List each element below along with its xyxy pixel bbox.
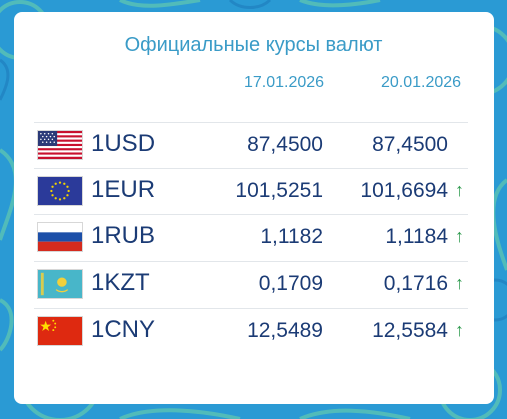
rate-row-rub: 1RUB 1,1182 1,1184 ↑ — [0, 214, 507, 260]
page-title: Официальные курсы валют — [124, 34, 383, 56]
rate-row-usd: 1USD 87,4500 87,4500 — [0, 122, 507, 168]
rate-value-date2: 1,1184 — [385, 225, 448, 248]
russia-flag-icon — [37, 222, 83, 252]
trend-up-arrow-icon: ↑ — [455, 226, 464, 246]
trend-up-arrow-icon: ↑ — [455, 273, 464, 293]
rate-row-kzt: 1KZT 0,1709 0,1716 ↑ — [0, 261, 507, 307]
rate-value-date2: 12,5584 — [372, 319, 448, 342]
kazakhstan-flag-icon — [37, 269, 83, 299]
eu-flag-icon — [37, 176, 83, 206]
rate-value-date1: 87,4500 — [247, 133, 323, 156]
date-column-2-header: 20.01.2026 — [381, 74, 462, 91]
divider — [34, 308, 468, 309]
currency-code: 1CNY — [91, 316, 156, 343]
rate-value-date1: 12,5489 — [247, 319, 323, 342]
currency-code: 1EUR — [91, 176, 156, 203]
date-column-1-header: 17.01.2026 — [244, 74, 325, 91]
divider — [34, 168, 468, 169]
divider — [34, 261, 468, 262]
rate-value-date2: 0,1716 — [383, 272, 448, 295]
china-flag-icon — [37, 316, 83, 346]
currency-code: 1RUB — [91, 222, 156, 249]
trend-up-arrow-icon: ↑ — [455, 320, 464, 340]
rate-value-date1: 101,5251 — [235, 179, 323, 202]
divider — [34, 214, 468, 215]
trend-up-arrow-icon: ↑ — [455, 180, 464, 200]
rate-value-date1: 1,1182 — [260, 225, 323, 248]
rate-value-date2: 87,4500 — [372, 133, 448, 156]
currency-code: 1USD — [91, 130, 156, 157]
currency-code: 1KZT — [91, 269, 150, 296]
rate-row-eur: 1EUR 101,5251 101,6694 ↑ — [0, 168, 507, 214]
exchange-rates-card — [14, 12, 494, 404]
divider — [34, 122, 468, 123]
usa-flag-icon — [37, 130, 83, 160]
rate-row-cny: 1CNY 12,5489 12,5584 ↑ — [0, 308, 507, 354]
rate-value-date1: 0,1709 — [258, 272, 323, 295]
rate-value-date2: 101,6694 — [360, 179, 448, 202]
